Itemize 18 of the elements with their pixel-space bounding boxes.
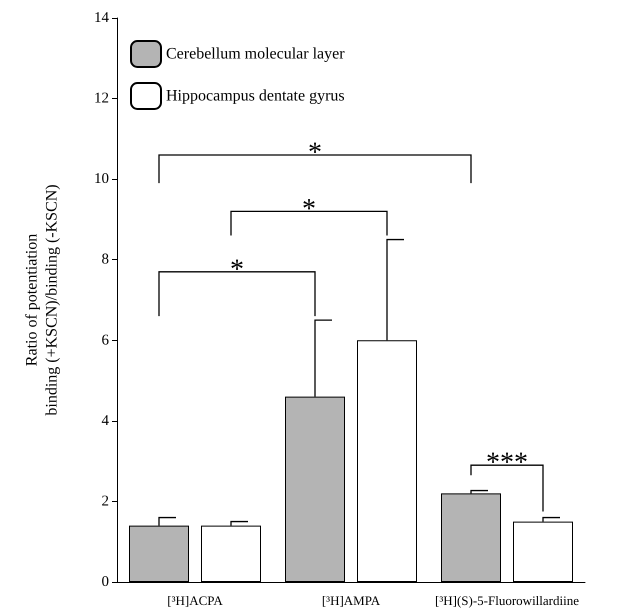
x-tick-label: [³H](S)-5-Fluorowillardiine bbox=[435, 593, 580, 608]
y-tick-label: 6 bbox=[102, 332, 110, 348]
y-tick-label: 12 bbox=[94, 90, 109, 107]
y-tick-label: 14 bbox=[94, 10, 110, 26]
legend-label: Hippocampus dentate gyrus bbox=[166, 88, 345, 104]
x-tick-label: [³H]AMPA bbox=[322, 593, 381, 608]
annotation: *** bbox=[486, 447, 528, 478]
y-tick-label: 4 bbox=[102, 412, 110, 429]
annotation: * bbox=[308, 136, 322, 168]
x-tick-label: [³H]ACPA bbox=[167, 593, 224, 608]
annotation: * bbox=[230, 254, 244, 285]
y-tick-label: 2 bbox=[102, 493, 109, 510]
y-tick-label: 0 bbox=[102, 574, 109, 590]
annotation: * bbox=[302, 193, 316, 224]
y-tick-label: 8 bbox=[102, 252, 109, 268]
y-axis-title: Ratio of potentiation binding (+KSCN)/binding (-KSCN) bbox=[24, 184, 60, 416]
y-tick-label: 10 bbox=[94, 171, 109, 188]
legend-label: Cerebellum molecular layer bbox=[166, 46, 346, 62]
